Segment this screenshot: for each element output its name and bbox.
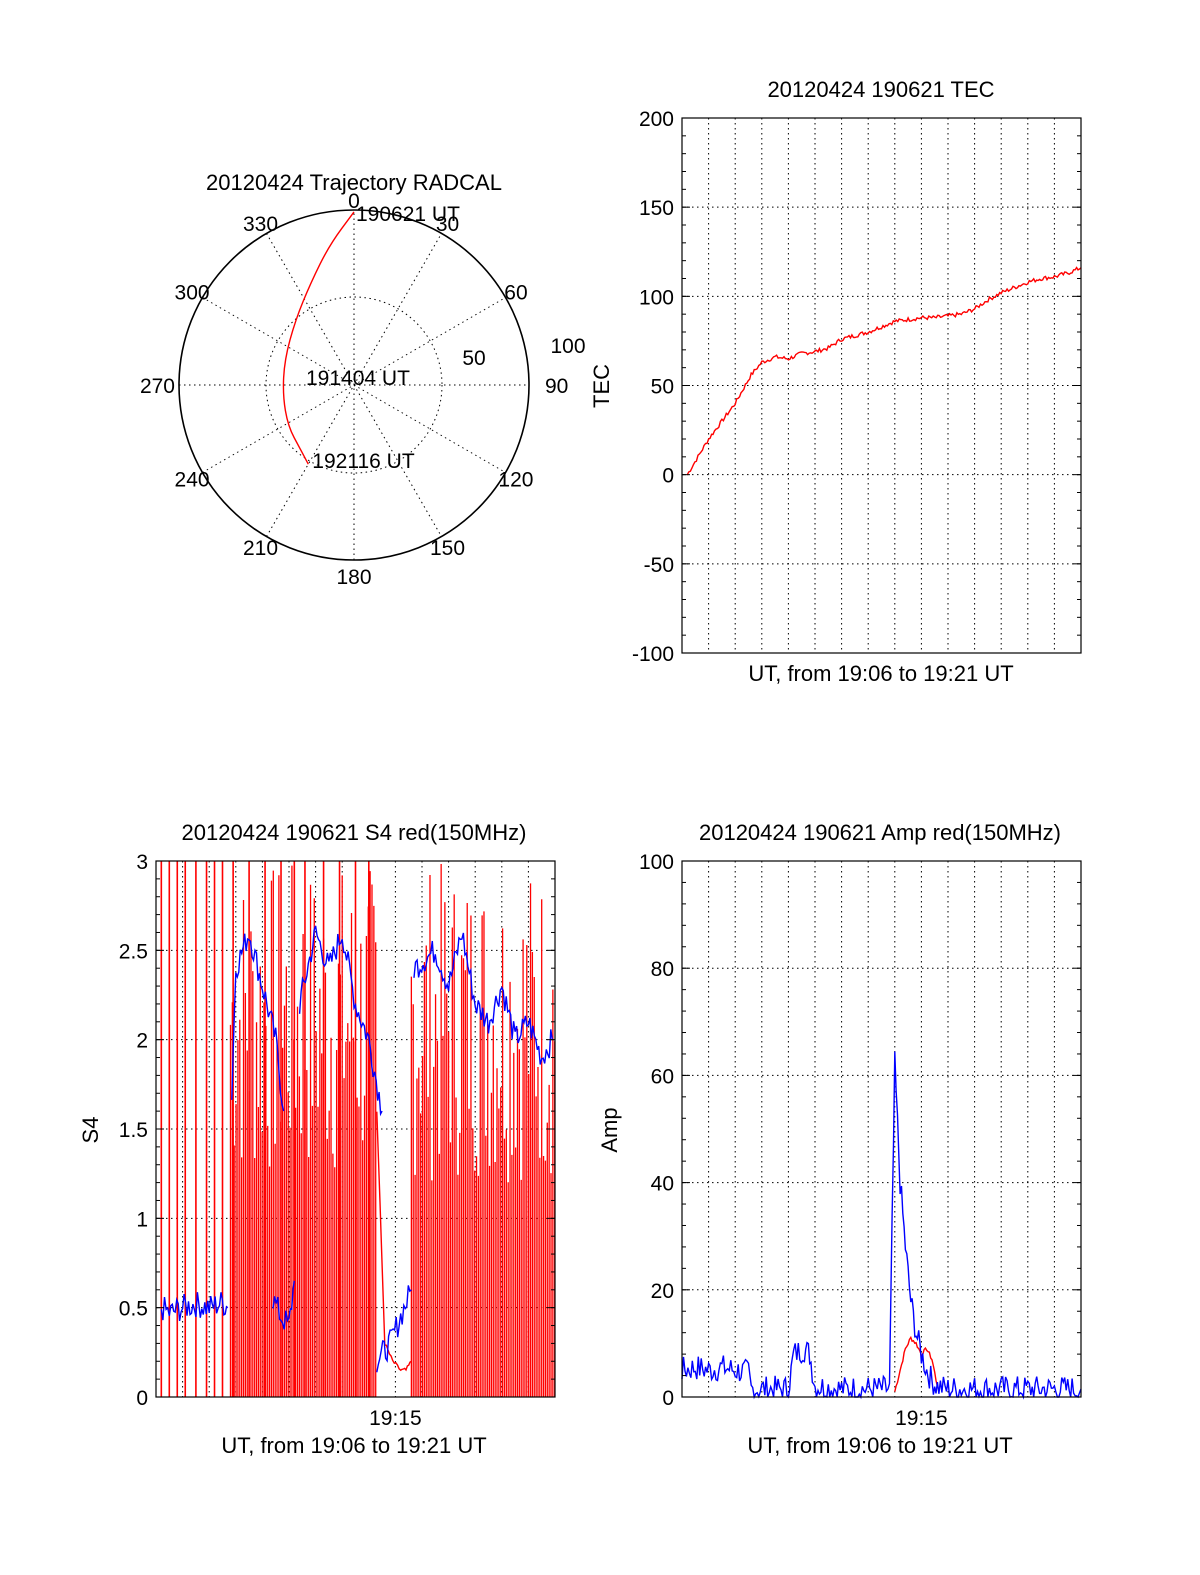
polar-angle-label: 210	[243, 537, 278, 560]
y-tick-label: -50	[644, 554, 674, 577]
tec-plot-frame	[681, 117, 1082, 654]
amp-y-label: Amp	[597, 1107, 622, 1152]
polar-angle-label: 120	[498, 469, 533, 492]
y-tick-label: 20	[651, 1280, 674, 1303]
y-tick-label: 80	[651, 958, 674, 981]
polar-angle-label: 60	[504, 282, 527, 305]
s4-series	[160, 861, 556, 1397]
y-tick-label: 40	[651, 1173, 674, 1196]
amp-title: 20120424 190621 Amp red(150MHz)	[699, 820, 1061, 845]
tec-title: 20120424 190621 TEC	[767, 77, 994, 102]
y-tick-label: 60	[651, 1065, 674, 1088]
polar-angle-labels: 0 30 60 90 120 150 180 210 240 270 300 330	[140, 190, 568, 589]
polar-angle-label: 0	[348, 190, 360, 213]
y-tick-label: 0	[662, 1387, 674, 1410]
y-tick-label: 2.5	[119, 940, 148, 963]
tec-series	[686, 266, 1082, 476]
tec-y-label: TEC	[589, 364, 614, 408]
polar-angle-label: 180	[336, 566, 371, 589]
polar-panel: 20120424 Trajectory RADCAL 0 30 60 90 120 150…	[140, 170, 586, 589]
s4-x-label: UT, from 19:06 to 19:21 UT	[221, 1433, 486, 1458]
polar-title: 20120424 Trajectory RADCAL	[206, 170, 502, 195]
polar-annotations: 190621 UT 191404 UT 192116 UT	[306, 203, 460, 473]
polar-inner-circle	[265, 296, 443, 474]
amp-grid	[682, 861, 1081, 1397]
y-tick-label: 1.5	[119, 1119, 148, 1142]
y-tick-label: 100	[639, 851, 674, 874]
x-tick-label: 19:15	[895, 1407, 948, 1430]
polar-time-label: 190621 UT	[356, 203, 460, 226]
tec-grid	[682, 118, 1081, 653]
polar-radius-labels: 50 100	[462, 335, 585, 370]
y-tick-label: 0	[136, 1387, 148, 1410]
red-series-line	[686, 266, 1082, 476]
blue-series-line	[272, 1280, 295, 1330]
y-tick-label: 3	[136, 851, 148, 874]
x-tick-label: 19:15	[369, 1407, 422, 1430]
polar-angle-label: 300	[175, 282, 210, 305]
amp-panel: 20120424 190621 Amp red(150MHz) 0 20 40 60 8…	[597, 820, 1082, 1458]
polar-trajectory	[282, 211, 355, 465]
polar-grid	[178, 209, 530, 561]
blue-series-line	[681, 1051, 1082, 1400]
y-tick-label: 0	[662, 465, 674, 488]
y-tick-label: 150	[639, 197, 674, 220]
blue-series-line	[231, 933, 285, 1112]
polar-trajectory-line	[282, 211, 355, 465]
polar-radius-label: 50	[462, 347, 485, 370]
tec-y-ticks: -100 -50 0 50 100 150 200	[632, 108, 1081, 666]
polar-radius-label: 100	[550, 335, 585, 358]
polar-angle-label: 240	[175, 469, 210, 492]
blue-series-line	[413, 932, 553, 1065]
polar-time-label: 192116 UT	[312, 450, 415, 473]
red-series-line	[894, 1335, 939, 1392]
s4-panel: 20120424 190621 S4 red(150MHz) 0 0.5 1 1.5 2…	[78, 820, 556, 1458]
blue-series-line	[376, 1285, 412, 1373]
amp-x-label: UT, from 19:06 to 19:21 UT	[747, 1433, 1012, 1458]
polar-angle-label: 30	[436, 213, 459, 236]
y-tick-label: -100	[632, 643, 674, 666]
polar-angle-label: 330	[243, 213, 278, 236]
s4-title: 20120424 190621 S4 red(150MHz)	[182, 820, 527, 845]
s4-y-ticks: 0 0.5 1 1.5 2 2.5 3	[119, 851, 555, 1410]
y-tick-label: 50	[651, 376, 674, 399]
s4-x-ticks: 19:15	[369, 1407, 422, 1430]
amp-x-ticks: 19:15	[895, 1407, 948, 1430]
y-tick-label: 200	[639, 108, 674, 131]
y-tick-label: 100	[639, 286, 674, 309]
blue-series-line	[298, 925, 383, 1117]
blue-series-line	[160, 1292, 229, 1322]
s4-y-label: S4	[78, 1117, 103, 1144]
amp-series	[681, 1051, 1082, 1400]
tec-panel: 20120424 190621 TEC -100-50050100150200 …	[589, 77, 1082, 686]
y-tick-label: 1	[136, 1208, 148, 1231]
polar-angle-label: 150	[430, 537, 465, 560]
y-tick-label: 0.5	[119, 1298, 148, 1321]
red-series-line	[376, 1111, 412, 1372]
y-tick-label: 2	[136, 1030, 148, 1053]
amp-y-ticks: 0 20 40 60 80 100	[639, 851, 1081, 1410]
polar-angle-label: 90	[545, 375, 568, 398]
tec-x-label: UT, from 19:06 to 19:21 UT	[748, 661, 1013, 686]
polar-spoke-150	[266, 233, 442, 537]
polar-time-label: 191404 UT	[306, 367, 410, 390]
polar-angle-label: 270	[140, 375, 175, 398]
amp-plot-frame	[681, 860, 1082, 1398]
